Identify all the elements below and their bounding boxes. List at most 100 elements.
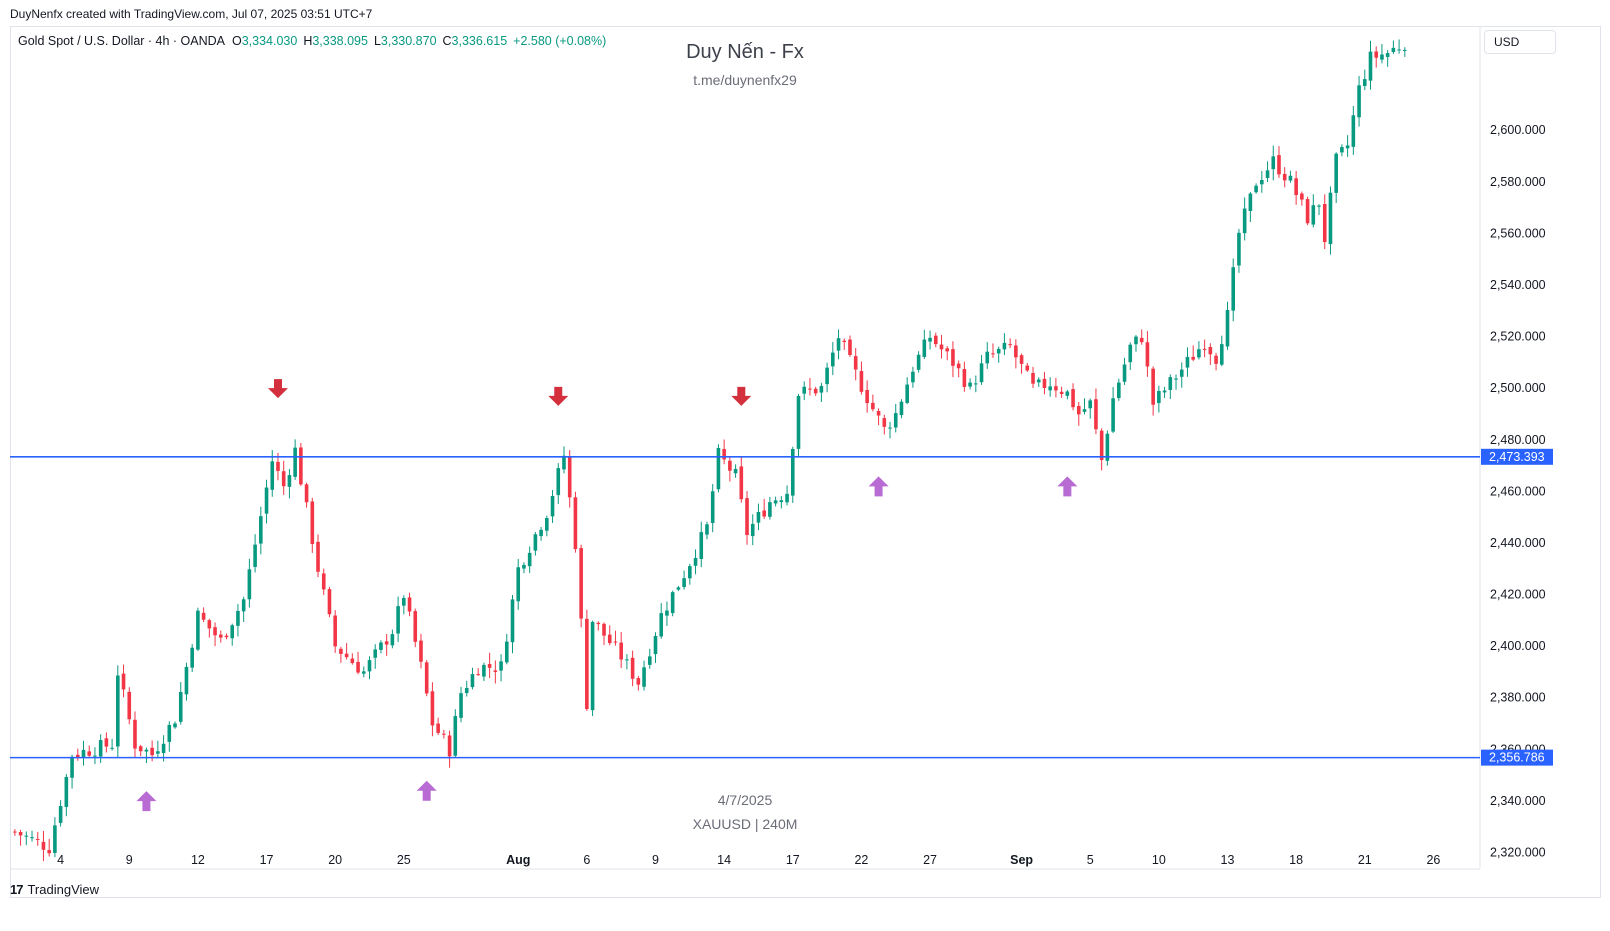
time-tick-label: 17 bbox=[786, 853, 800, 867]
candle-body bbox=[133, 719, 137, 749]
candle-body bbox=[762, 510, 766, 517]
candle-body bbox=[184, 666, 189, 695]
candle-body bbox=[430, 691, 435, 726]
candle-body bbox=[1282, 173, 1287, 181]
candle-body bbox=[1231, 267, 1236, 311]
candle-body bbox=[30, 837, 34, 839]
candle-body bbox=[321, 573, 326, 590]
candle-body bbox=[1271, 156, 1276, 170]
candle-body bbox=[424, 662, 429, 694]
candle-body bbox=[201, 612, 206, 620]
sell-arrow-icon bbox=[731, 386, 752, 406]
time-tick-label: 9 bbox=[126, 853, 133, 867]
low-label: L bbox=[373, 34, 381, 48]
brand-name: TradingView bbox=[27, 882, 100, 897]
candle-body bbox=[1317, 205, 1321, 207]
candle-body bbox=[504, 641, 509, 663]
candle-body bbox=[968, 382, 972, 387]
candle-body bbox=[653, 635, 658, 655]
candle-body bbox=[98, 740, 103, 757]
candle-body bbox=[482, 664, 486, 677]
candle-body bbox=[1157, 390, 1161, 404]
candle-body bbox=[871, 402, 875, 410]
symbol-legend[interactable]: Gold Spot / U.S. Dollar · 4h · OANDA O3,… bbox=[18, 34, 606, 48]
candle-body bbox=[607, 634, 612, 644]
time-tick-label: 14 bbox=[717, 853, 731, 867]
candle-body bbox=[933, 335, 938, 345]
chart-frame bbox=[10, 26, 1601, 898]
candle-body bbox=[556, 468, 561, 496]
candle-body bbox=[1134, 336, 1138, 345]
candle-body bbox=[1168, 377, 1173, 390]
candle-body bbox=[499, 661, 503, 671]
candle-body bbox=[979, 363, 984, 383]
candle-body bbox=[859, 371, 864, 392]
candle-body bbox=[1054, 386, 1058, 391]
candle-body bbox=[630, 657, 635, 679]
candle-body bbox=[579, 548, 583, 619]
candle-body bbox=[865, 390, 869, 404]
candle-body bbox=[991, 353, 995, 355]
candle-body bbox=[93, 755, 97, 757]
candle-body bbox=[333, 615, 337, 647]
candle-body bbox=[1191, 356, 1195, 360]
candle-body bbox=[590, 621, 595, 711]
candle-body bbox=[573, 497, 578, 550]
candle-body bbox=[756, 511, 761, 523]
level-price-tag bbox=[1481, 749, 1553, 766]
time-tick-label: 5 bbox=[1087, 853, 1094, 867]
candle-body bbox=[453, 716, 458, 756]
time-tick-label: Sep bbox=[1010, 853, 1033, 867]
time-tick-label: 6 bbox=[583, 853, 590, 867]
close-value: 3,336.615 bbox=[451, 34, 508, 48]
candle-body bbox=[1105, 433, 1110, 461]
candle-body bbox=[1368, 51, 1373, 81]
candle-body bbox=[230, 625, 235, 639]
candle-body bbox=[241, 599, 246, 612]
candle-body bbox=[939, 344, 944, 350]
candle-body bbox=[1219, 344, 1224, 365]
candle-body bbox=[647, 656, 652, 665]
candle-body bbox=[144, 749, 149, 752]
candle-body bbox=[1391, 47, 1396, 52]
candle-body bbox=[218, 634, 223, 638]
candle-body bbox=[1277, 155, 1281, 175]
candle-body bbox=[705, 524, 709, 535]
candle-body bbox=[739, 466, 744, 500]
candle-body bbox=[670, 592, 675, 614]
candle-body bbox=[116, 675, 120, 747]
candle-body bbox=[361, 671, 366, 674]
candle-body bbox=[888, 427, 892, 429]
candle-body bbox=[442, 733, 446, 735]
candle-body bbox=[985, 351, 990, 364]
watermark-symbol: XAUUSD | 240M bbox=[692, 816, 798, 832]
candle-body bbox=[281, 471, 286, 487]
candle-body bbox=[41, 841, 46, 850]
candle-body bbox=[190, 647, 194, 668]
candle-body bbox=[390, 634, 395, 646]
candle-body bbox=[1248, 193, 1253, 211]
candle-body bbox=[1031, 372, 1035, 384]
candle-body bbox=[384, 641, 389, 645]
price-tick-label: 2,320.000 bbox=[1490, 846, 1546, 860]
tradingview-logo-icon: 17 bbox=[10, 882, 24, 897]
candle-body bbox=[167, 724, 172, 742]
candle-body bbox=[224, 635, 229, 638]
level-price-tag bbox=[1481, 448, 1553, 465]
created-with-caption: DuyNenfx created with TradingView.com, J… bbox=[10, 7, 373, 21]
candle-body bbox=[665, 610, 669, 616]
currency-selector[interactable]: USD bbox=[1484, 30, 1556, 54]
sell-arrow-icon bbox=[267, 379, 288, 399]
candle-body bbox=[659, 613, 664, 637]
candle-body bbox=[825, 367, 829, 385]
candle-body bbox=[1065, 391, 1070, 396]
candle-body bbox=[585, 618, 589, 710]
candle-body bbox=[156, 751, 160, 754]
candle-body bbox=[522, 564, 526, 569]
candle-body bbox=[402, 598, 406, 606]
candle-body bbox=[1322, 204, 1327, 243]
candle-body bbox=[722, 449, 726, 460]
tradingview-brand[interactable]: 17 TradingView bbox=[10, 882, 99, 897]
candle-body bbox=[1265, 170, 1270, 179]
